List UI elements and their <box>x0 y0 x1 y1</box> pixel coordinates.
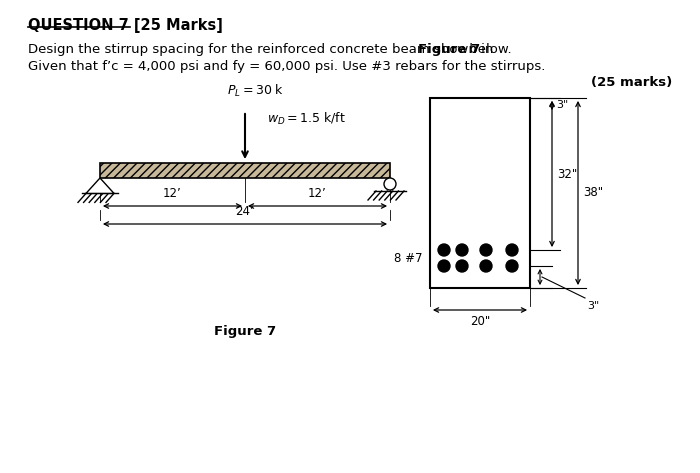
Circle shape <box>480 260 492 272</box>
Bar <box>430 98 530 288</box>
Text: 38": 38" <box>583 186 603 200</box>
Text: Design the stirrup spacing for the reinforced concrete beam shown in: Design the stirrup spacing for the reinf… <box>28 43 498 56</box>
Circle shape <box>480 244 492 256</box>
Text: Given that f’c = 4,000 psi and fy = 60,000 psi. Use #3 rebars for the stirrups.: Given that f’c = 4,000 psi and fy = 60,0… <box>28 60 545 73</box>
Text: $w_D = 1.5$ k/ft: $w_D = 1.5$ k/ft <box>267 111 346 127</box>
Text: (25 marks): (25 marks) <box>591 76 672 89</box>
Circle shape <box>506 260 518 272</box>
Text: $P_L = 30$ k: $P_L = 30$ k <box>227 83 284 99</box>
Text: Figure 7: Figure 7 <box>214 325 276 338</box>
Text: 20": 20" <box>470 315 490 328</box>
Text: QUESTION 7 [25 Marks]: QUESTION 7 [25 Marks] <box>28 18 223 33</box>
Circle shape <box>456 244 468 256</box>
Circle shape <box>456 260 468 272</box>
Text: below.: below. <box>465 43 512 56</box>
Text: Figure 7: Figure 7 <box>418 43 480 56</box>
Text: 3": 3" <box>556 100 568 111</box>
Text: 12’: 12’ <box>163 187 182 200</box>
Text: 3": 3" <box>587 301 599 311</box>
Circle shape <box>384 178 396 190</box>
Text: 32": 32" <box>557 167 578 181</box>
Polygon shape <box>86 178 114 193</box>
Circle shape <box>438 260 450 272</box>
Text: 24’: 24’ <box>236 205 254 218</box>
Bar <box>100 163 390 178</box>
Text: 12’: 12’ <box>308 187 327 200</box>
Circle shape <box>506 244 518 256</box>
Text: 8 #7: 8 #7 <box>393 252 422 264</box>
Circle shape <box>438 244 450 256</box>
